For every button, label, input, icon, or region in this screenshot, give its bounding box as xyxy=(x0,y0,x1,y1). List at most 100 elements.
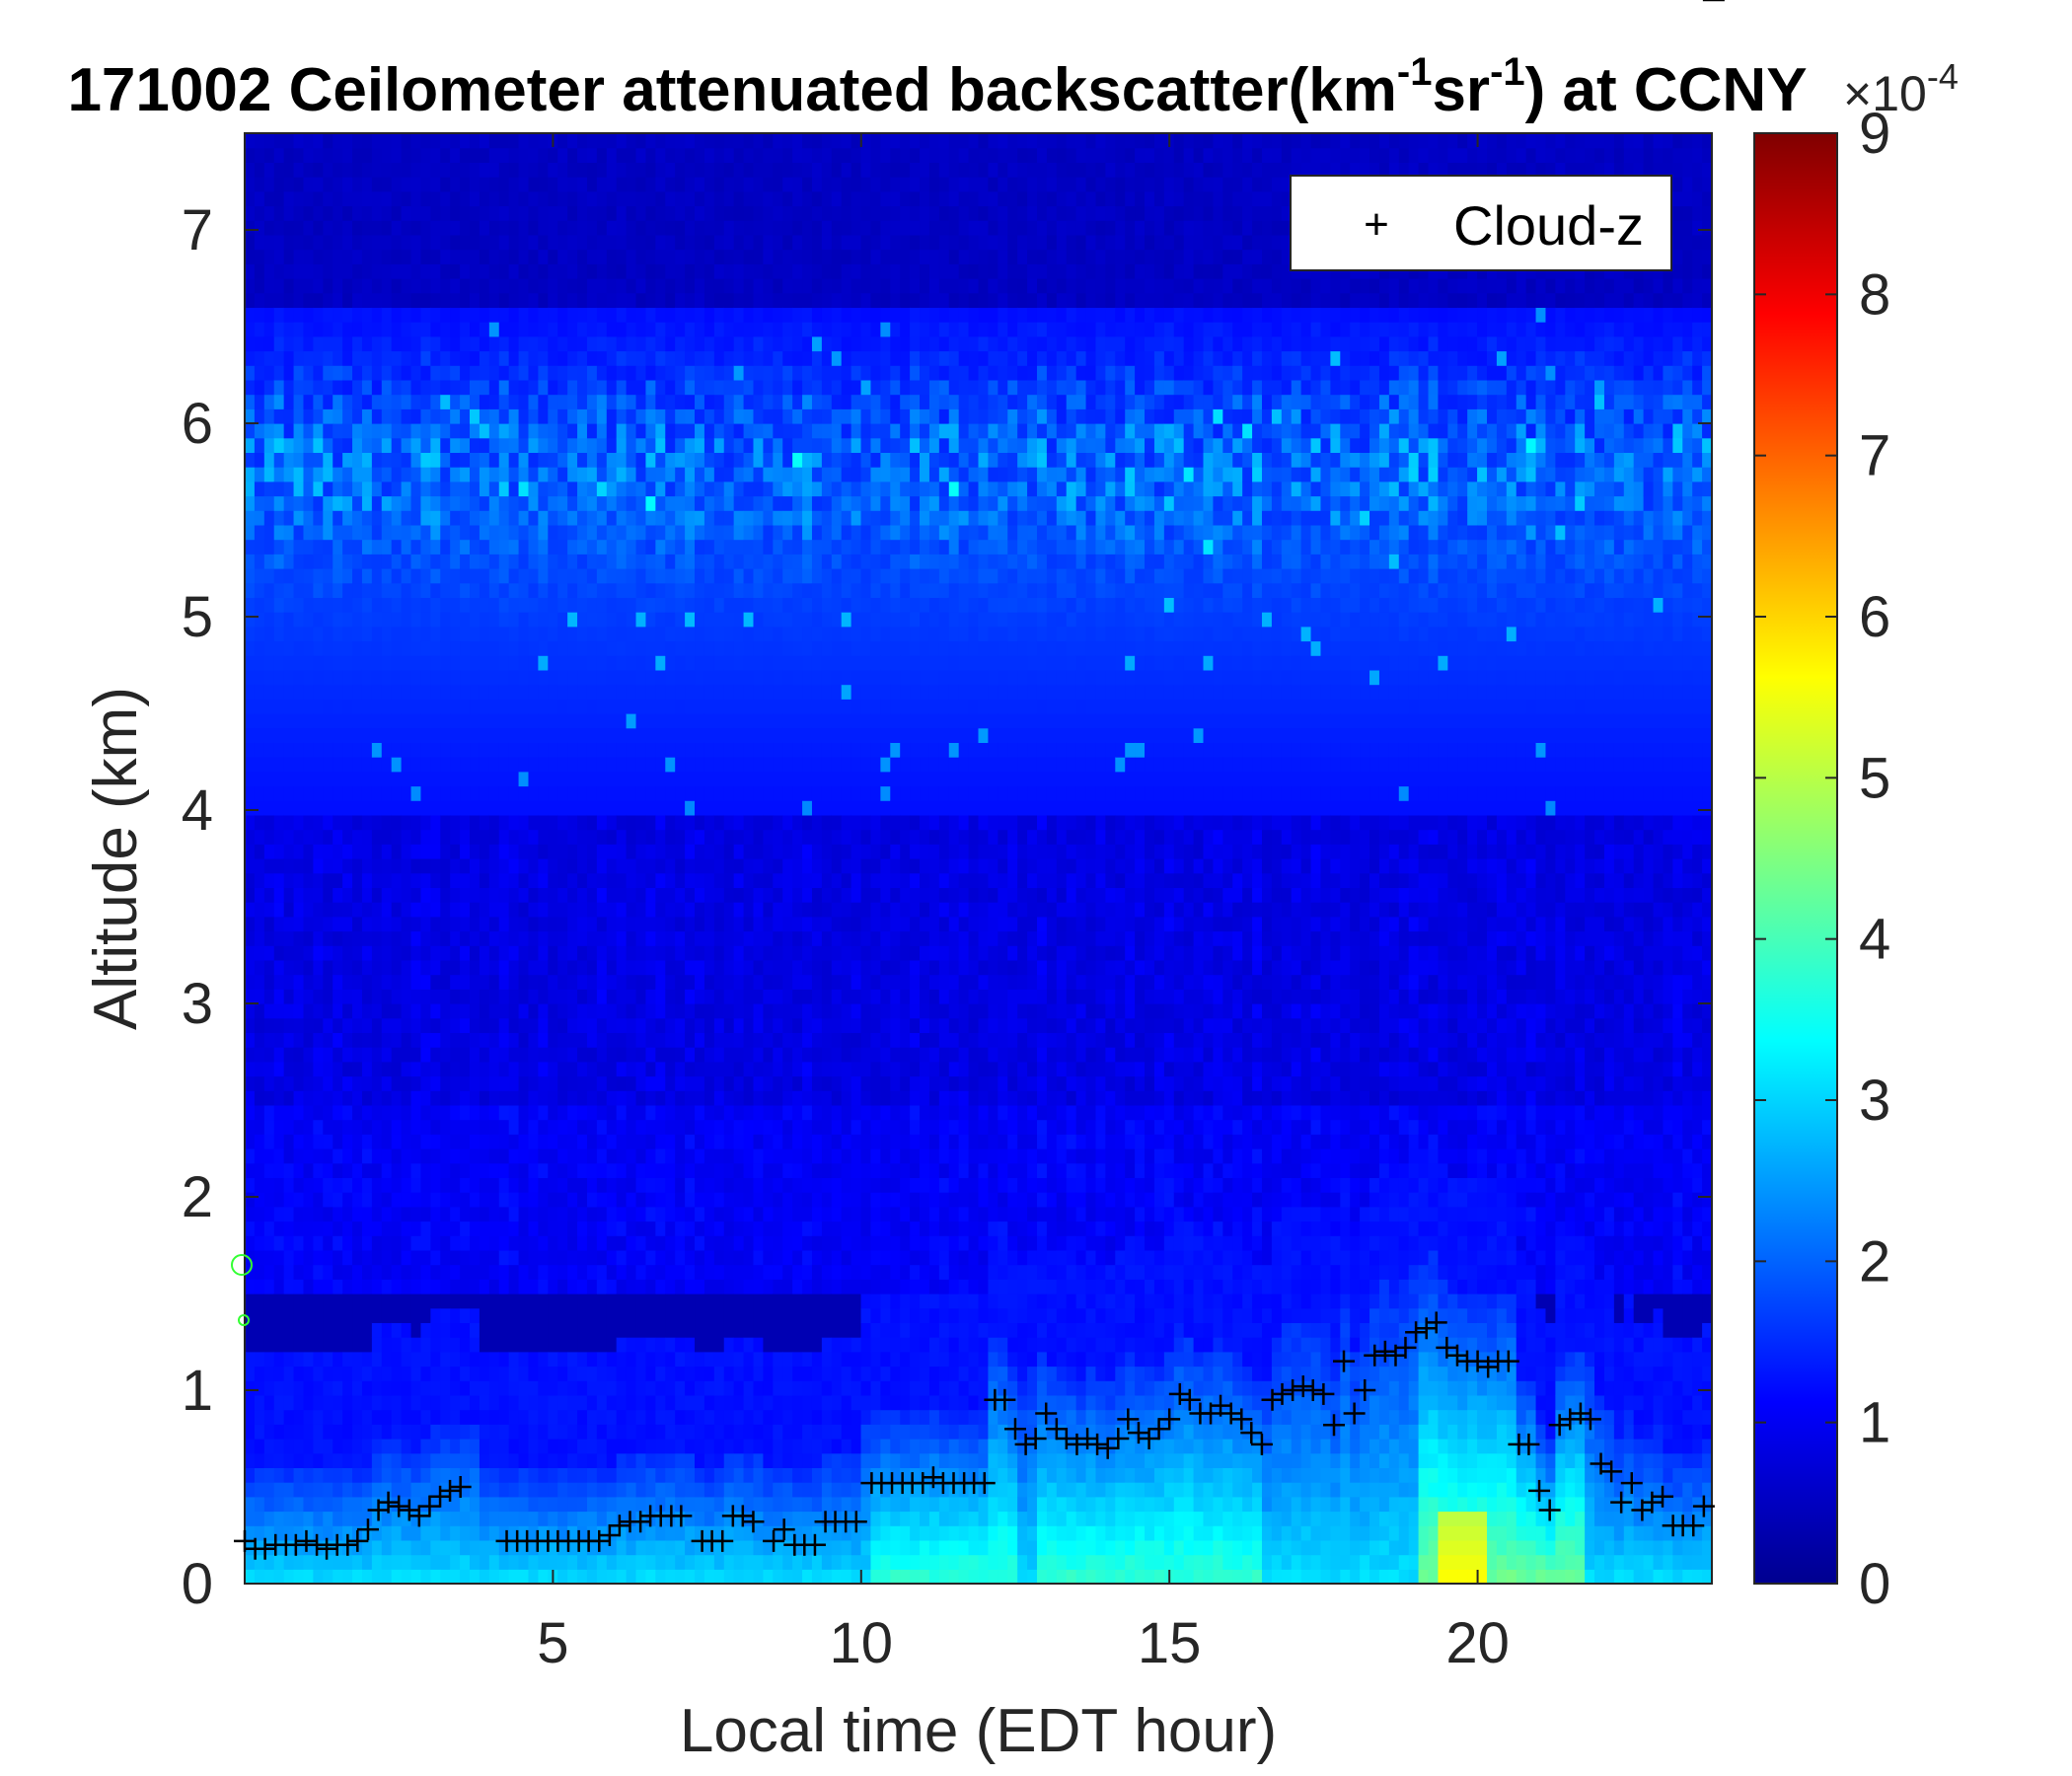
heatmap-cell xyxy=(420,1119,431,1135)
heatmap-cell xyxy=(538,1119,549,1135)
heatmap-cell xyxy=(391,887,403,903)
heatmap-cell xyxy=(391,800,403,816)
heatmap-cell xyxy=(303,1394,314,1411)
heatmap-cell xyxy=(577,408,588,424)
heatmap-cell xyxy=(470,1322,481,1338)
heatmap-cell xyxy=(557,1525,568,1541)
heatmap-cell xyxy=(420,278,431,294)
heatmap-cell xyxy=(245,1322,256,1338)
heatmap-cell xyxy=(254,771,265,787)
heatmap-cell xyxy=(293,365,305,381)
heatmap-cell xyxy=(303,1264,314,1280)
heatmap-cell xyxy=(528,887,539,903)
heatmap-cell xyxy=(430,902,441,918)
heatmap-cell xyxy=(538,1047,549,1063)
heatmap-cell xyxy=(430,1221,441,1236)
heatmap-cell xyxy=(626,1162,637,1178)
heatmap-cell xyxy=(518,887,530,903)
heatmap-cell xyxy=(254,727,265,743)
heatmap-cell xyxy=(577,800,588,816)
heatmap-cell xyxy=(313,147,324,163)
heatmap-cell xyxy=(675,177,686,192)
heatmap-cell xyxy=(567,1162,578,1178)
heatmap-cell xyxy=(450,1511,461,1526)
heatmap-cell xyxy=(645,684,656,700)
heatmap-cell xyxy=(333,1525,343,1541)
heatmap-cell xyxy=(361,147,373,163)
heatmap-cell xyxy=(460,757,471,773)
heatmap-cell xyxy=(577,974,588,990)
heatmap-cell xyxy=(323,959,333,976)
heatmap-cell xyxy=(254,582,265,598)
heatmap-cell xyxy=(596,1496,608,1513)
heatmap-cell xyxy=(518,292,530,308)
heatmap-cell xyxy=(577,1482,588,1498)
heatmap-cell xyxy=(488,1061,500,1077)
heatmap-cell xyxy=(557,1482,568,1498)
heatmap-cell xyxy=(538,1366,549,1381)
heatmap-cell xyxy=(273,278,285,294)
heatmap-cell xyxy=(293,945,305,961)
heatmap-cell xyxy=(723,394,735,409)
heatmap-cell xyxy=(361,278,373,294)
heatmap-cell xyxy=(479,467,490,482)
heatmap-cell xyxy=(410,757,422,773)
heatmap-cell xyxy=(381,467,393,482)
heatmap-cell xyxy=(450,1148,461,1164)
heatmap-cell xyxy=(440,989,451,1004)
heatmap-cell xyxy=(577,1003,588,1019)
heatmap-cell xyxy=(420,1496,431,1513)
heatmap-cell xyxy=(713,263,725,279)
heatmap-cell xyxy=(528,1569,539,1584)
heatmap-cell xyxy=(626,1322,637,1338)
heatmap-cell xyxy=(548,539,558,555)
heatmap-cell xyxy=(586,945,598,961)
heatmap-cell xyxy=(548,1294,558,1309)
heatmap-cell xyxy=(713,640,725,656)
heatmap-cell xyxy=(410,423,422,439)
heatmap-cell xyxy=(538,1467,549,1483)
heatmap-cell xyxy=(352,1279,363,1295)
heatmap-cell xyxy=(498,582,510,598)
heatmap-cell xyxy=(263,597,275,613)
heatmap-cell xyxy=(361,379,373,396)
heatmap-cell xyxy=(273,713,285,729)
heatmap-cell xyxy=(303,930,314,946)
heatmap-cell xyxy=(254,814,265,831)
heatmap-cell xyxy=(557,335,568,352)
heatmap-cell xyxy=(333,322,343,337)
heatmap-cell xyxy=(586,989,598,1004)
heatmap-cell xyxy=(675,829,686,845)
heatmap-cell xyxy=(616,1134,628,1149)
heatmap-cell xyxy=(254,887,265,903)
heatmap-cell xyxy=(508,1221,520,1236)
heatmap-cell xyxy=(528,1032,539,1048)
heatmap-cell xyxy=(528,1061,539,1077)
heatmap-cell xyxy=(342,1047,353,1063)
heatmap-cell xyxy=(626,699,637,714)
heatmap-cell xyxy=(323,1177,333,1193)
heatmap-cell xyxy=(703,829,715,845)
heatmap-cell xyxy=(450,539,461,555)
heatmap-cell xyxy=(263,322,275,337)
heatmap-cell xyxy=(518,1119,530,1135)
heatmap-cell xyxy=(695,249,705,264)
heatmap-cell xyxy=(420,1380,431,1396)
heatmap-cell xyxy=(460,1061,471,1077)
heatmap-cell xyxy=(635,379,647,396)
heatmap-cell xyxy=(401,597,412,613)
heatmap-cell xyxy=(430,1192,441,1208)
heatmap-cell xyxy=(352,814,363,831)
heatmap-cell xyxy=(713,234,725,251)
heatmap-cell xyxy=(577,1206,588,1222)
heatmap-cell xyxy=(616,974,628,990)
heatmap-cell xyxy=(245,902,256,918)
heatmap-cell xyxy=(557,1380,568,1396)
heatmap-cell xyxy=(303,1192,314,1208)
heatmap-cell xyxy=(479,1366,490,1381)
heatmap-cell xyxy=(361,249,373,264)
heatmap-cell xyxy=(488,872,500,888)
heatmap-cell xyxy=(313,1482,324,1498)
heatmap-cell xyxy=(401,147,412,163)
heatmap-cell xyxy=(713,1177,725,1193)
